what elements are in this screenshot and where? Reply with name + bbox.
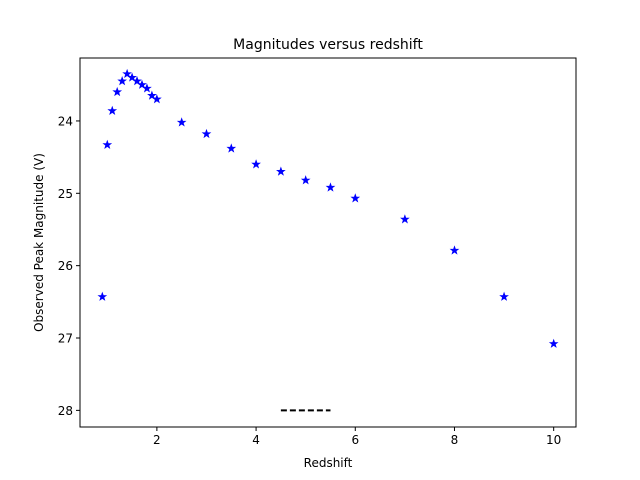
data-point [350,193,361,203]
data-point [176,117,187,127]
y-tick-label: 28 [58,404,73,418]
data-point [251,159,261,169]
x-tick-label: 8 [451,433,459,447]
y-tick-label: 26 [58,259,73,273]
data-point [201,128,212,139]
data-points [97,68,559,348]
data-point [449,245,460,255]
data-point [107,105,118,115]
data-point [117,76,128,86]
data-point [142,83,152,93]
data-point [499,291,509,301]
x-tick-label: 4 [252,433,260,447]
data-point [102,139,113,149]
y-tick-label: 24 [58,114,73,128]
data-point [137,79,147,89]
data-point [112,86,123,97]
data-point [276,166,286,176]
data-point [127,72,137,82]
data-point [152,94,162,104]
plot-area [79,57,577,428]
data-point [325,182,336,192]
x-axis: 2 4 6 8 10 [153,427,561,447]
x-tick-label: 10 [546,433,561,447]
data-point [147,90,157,100]
data-point [300,175,311,185]
y-tick-label: 27 [58,332,73,346]
data-point [132,76,142,86]
data-point [400,214,410,224]
plot-frame [79,57,577,428]
data-point [548,338,559,348]
y-axis: 24 25 26 27 28 [58,114,80,418]
x-tick-label: 6 [351,433,359,447]
data-point [122,68,132,79]
x-tick-label: 2 [153,433,161,447]
x-axis-label: Redshift [304,456,353,470]
data-point [97,291,108,301]
chart-title: Magnitudes versus redshift [233,37,423,53]
data-point [226,143,237,153]
y-tick-label: 25 [58,187,73,201]
y-axis-label: Observed Peak Magnitude (V) [32,153,46,332]
